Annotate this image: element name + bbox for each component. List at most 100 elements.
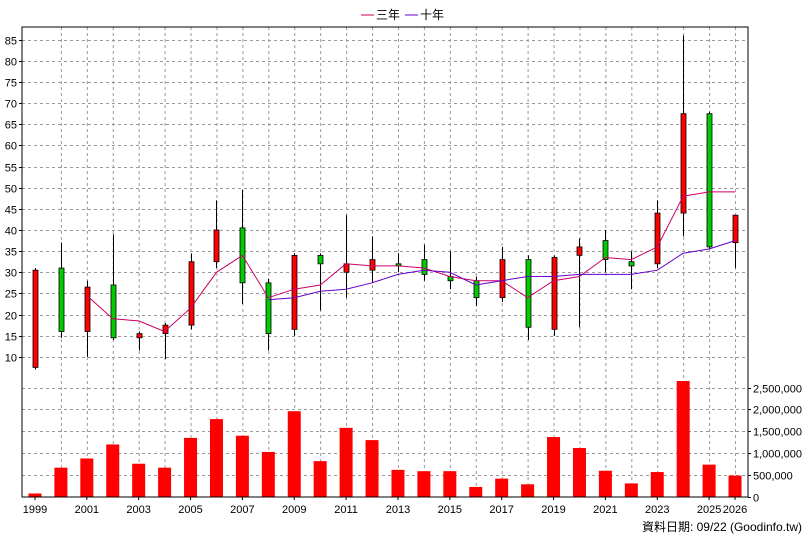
- candle-body: [162, 324, 169, 334]
- x-tick-label: 2001: [75, 504, 99, 516]
- volume-tick-label: 2,500,000: [753, 384, 802, 396]
- candle-body: [317, 254, 324, 265]
- volume-bar: [287, 411, 301, 497]
- candle-body: [706, 113, 713, 248]
- x-tick-label: 2017: [489, 504, 513, 516]
- volume-tick-label: 2,000,000: [753, 405, 802, 417]
- volume-bar: [443, 471, 457, 497]
- candle-body: [499, 259, 506, 299]
- x-tick-label: 2011: [334, 504, 358, 516]
- price-tick-label: 40: [5, 226, 17, 238]
- volume-bar: [235, 435, 249, 497]
- x-tick-label: 2023: [645, 504, 669, 516]
- candle-body: [602, 240, 609, 260]
- x-tick-label: 2019: [541, 504, 565, 516]
- candle-body: [680, 113, 687, 214]
- price-tick-label: 35: [5, 247, 17, 259]
- volume-bar: [28, 493, 42, 497]
- volume-bar: [261, 451, 275, 497]
- price-tick-label: 45: [5, 205, 17, 217]
- volume-tick-label: 1,000,000: [753, 449, 802, 461]
- price-tick-label: 70: [5, 99, 17, 111]
- plot-frame: [21, 26, 749, 498]
- candle-body: [473, 280, 480, 299]
- volume-bar: [184, 437, 198, 497]
- volume-bar: [572, 447, 586, 497]
- volume-bar: [650, 472, 664, 497]
- legend: 三年 十年: [361, 8, 444, 22]
- candle-body: [110, 284, 117, 339]
- x-tick-label: 2026: [723, 504, 747, 516]
- volume-bar: [469, 486, 483, 497]
- series-line-10yr: [268, 240, 736, 301]
- price-tick-label: 60: [5, 141, 17, 153]
- candlesticks: [32, 35, 739, 370]
- price-tick-label: 10: [5, 353, 17, 365]
- price-tick-label: 15: [5, 332, 17, 344]
- volume-bar: [547, 437, 561, 497]
- volume-bar: [209, 419, 223, 497]
- candle-body: [576, 246, 583, 256]
- candle-body: [265, 282, 272, 334]
- volume-bar: [598, 470, 612, 497]
- volume-bar: [495, 478, 509, 497]
- candle-body: [291, 254, 298, 330]
- price-tick-label: 20: [5, 311, 17, 323]
- candle-body: [369, 259, 376, 271]
- candle-body: [551, 257, 558, 330]
- x-tick-label: 2021: [593, 504, 617, 516]
- grid-layer: [22, 27, 748, 497]
- price-tick-label: 25: [5, 289, 17, 301]
- price-tick-label: 30: [5, 268, 17, 280]
- volume-bar: [676, 381, 690, 497]
- volume-bar: [624, 483, 638, 497]
- candle-body: [188, 261, 195, 326]
- candle-body: [136, 333, 143, 339]
- candle-body: [32, 269, 39, 368]
- price-tick-label: 55: [5, 163, 17, 175]
- volume-bar: [391, 469, 405, 497]
- volume-bars: [28, 381, 742, 497]
- volume-bar: [132, 463, 146, 497]
- x-tick-label: 2013: [386, 504, 410, 516]
- price-tick-label: 65: [5, 120, 17, 132]
- volume-tick-label: 500,000: [753, 471, 793, 483]
- volume-bar: [339, 427, 353, 497]
- candle-body: [58, 267, 65, 332]
- axes-layer: 101520253035404550556065707580850500,000…: [5, 26, 802, 516]
- x-tick-label: 1999: [23, 504, 47, 516]
- volume-bar: [106, 444, 120, 497]
- x-tick-label: 2007: [230, 504, 254, 516]
- volume-bar: [365, 440, 379, 497]
- price-tick-label: 85: [5, 36, 17, 48]
- volume-bar: [728, 475, 742, 497]
- footer-data-date: 資料日期: 09/22 (Goodinfo.tw): [642, 520, 802, 534]
- x-tick-label: 2003: [126, 504, 150, 516]
- candle-body: [732, 214, 739, 244]
- candle-body: [525, 259, 532, 328]
- candle-body: [421, 259, 428, 275]
- series-line-3yr: [86, 191, 735, 333]
- moving-average-lines: [86, 191, 736, 333]
- candle-body: [84, 286, 91, 332]
- legend-label-10yr: 十年: [420, 8, 444, 22]
- price-tick-label: 80: [5, 57, 17, 69]
- candle-body: [213, 229, 220, 263]
- x-tick-label: 2009: [282, 504, 306, 516]
- volume-bar: [313, 461, 327, 497]
- x-tick-label: 2025: [697, 504, 721, 516]
- volume-bar: [54, 467, 68, 497]
- volume-bar: [702, 464, 716, 497]
- candle-body: [628, 261, 635, 267]
- volume-bar: [417, 471, 431, 497]
- volume-bar: [158, 467, 172, 497]
- volume-tick-label: 1,500,000: [753, 427, 802, 439]
- volume-bar: [521, 484, 535, 497]
- x-tick-label: 2015: [438, 504, 462, 516]
- candle-body: [654, 212, 661, 265]
- price-tick-label: 75: [5, 78, 17, 90]
- volume-bar: [80, 458, 94, 497]
- legend-label-3yr: 三年: [376, 8, 400, 22]
